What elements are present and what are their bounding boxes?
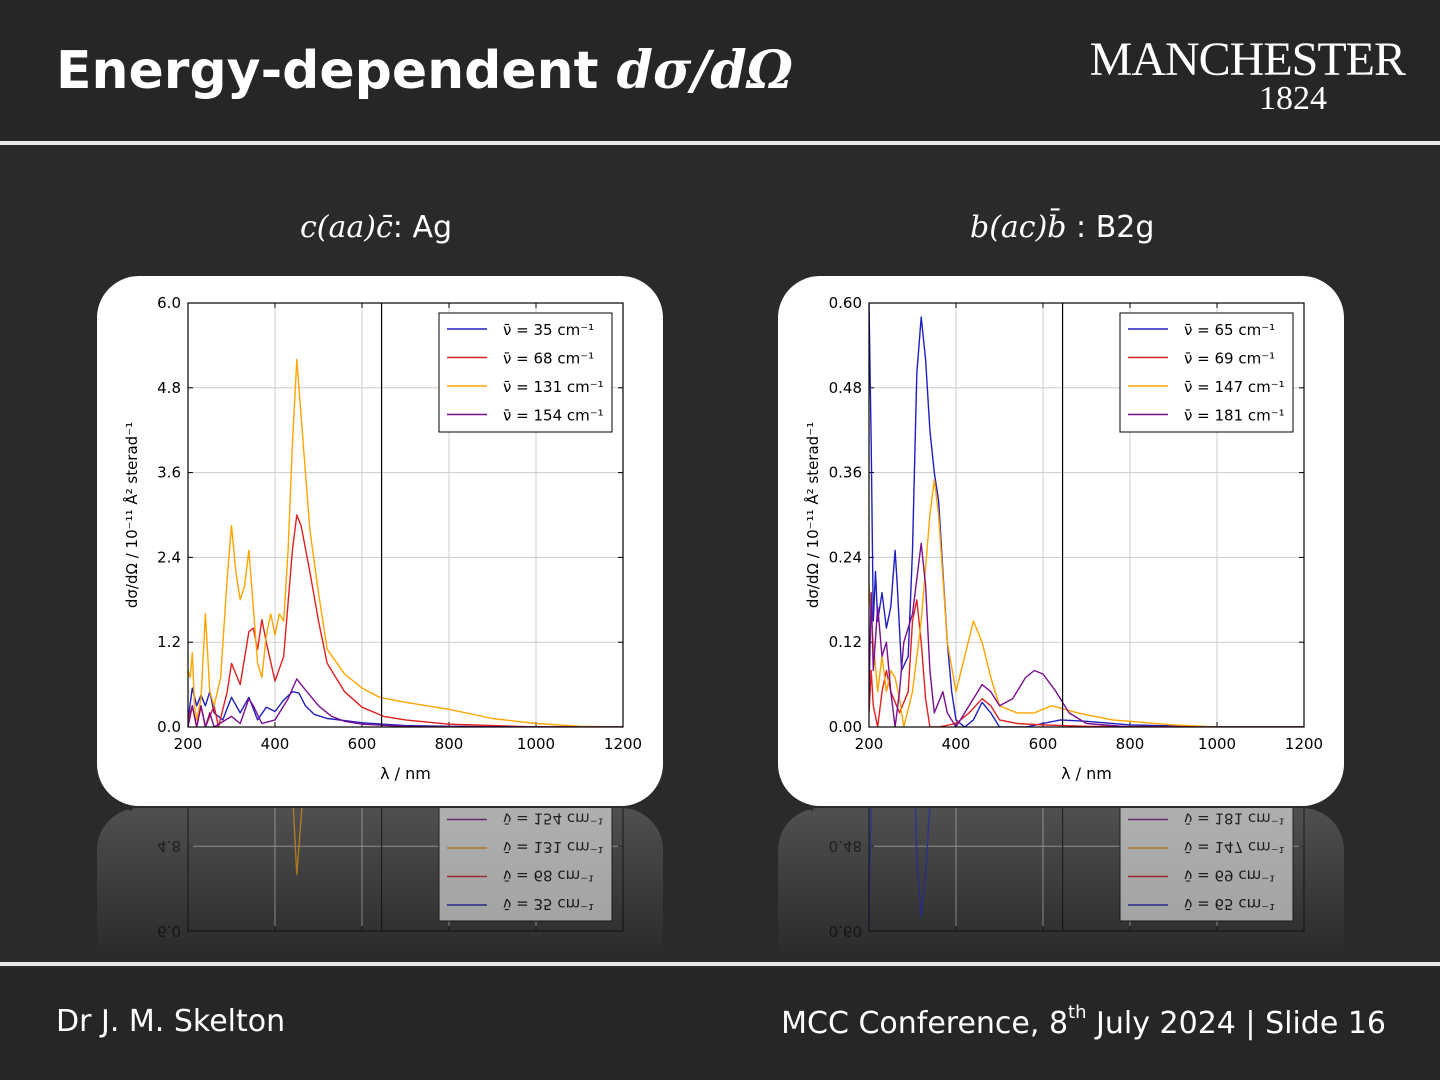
- legend-entry: ν̄ = 69 cm⁻¹: [1184, 867, 1275, 885]
- x-tick-label: 200: [174, 735, 203, 753]
- footer-info: MCC Conference, 8th July 2024 | Slide 16: [781, 1002, 1386, 1041]
- logo-year: 1824: [1259, 80, 1327, 117]
- y-tick-label: 0.60: [829, 294, 862, 312]
- legend-box: [438, 312, 613, 433]
- footer-band: [0, 968, 1440, 1080]
- plot-frame: [868, 302, 1305, 728]
- author-name: Dr J. M. Skelton: [56, 1004, 286, 1039]
- legend-entry: ν̄ = 131 cm⁻¹: [503, 838, 604, 856]
- chart-panel-ag: 200 400 600 800 1000 1200 0.0 1.2 2.4 3.6 4.8 6.0 λ …: [97, 276, 663, 806]
- y-axis-label: dσ/dΩ / 10⁻¹¹ Å² sterad⁻¹: [122, 422, 141, 608]
- y-tick-label: 4.8: [157, 837, 181, 855]
- legend-entry: ν̄ = 147 cm⁻¹: [1184, 378, 1285, 396]
- chart-reflection-b2g: 200400600800100012000.000.120.240.360.48…: [778, 808, 1344, 958]
- slide-title-text: Energy-dependent: [56, 41, 617, 101]
- legend-entry: ν̄ = 154 cm⁻¹: [503, 810, 604, 828]
- legend-entry: ν̄ = 154 cm⁻¹: [503, 407, 604, 425]
- y-tick-label: 0.36: [829, 464, 862, 482]
- x-axis-label: λ / nm: [1061, 764, 1112, 783]
- y-tick-label: 2.4: [157, 548, 181, 566]
- legend-entry: ν̄ = 131 cm⁻¹: [503, 378, 604, 396]
- footer-superscript: th: [1068, 1002, 1087, 1023]
- y-axis-label: dσ/dΩ / 10⁻¹¹ Å² sterad⁻¹: [803, 422, 822, 608]
- series-line-2: [869, 479, 1304, 727]
- plot-frame: [868, 808, 1305, 932]
- legend-entry: ν̄ = 65 cm⁻¹: [1184, 321, 1275, 339]
- series-line-3: [188, 678, 623, 727]
- y-tick-label: 0.60: [829, 922, 862, 940]
- legend-box: [1119, 312, 1294, 433]
- chart-reflection-graphic: 200400600800100012000.01.22.43.64.86.0λ …: [122, 808, 624, 940]
- footer-date-slide: July 2024 | Slide 16: [1086, 1006, 1386, 1041]
- y-tick-label: 0.24: [829, 548, 862, 566]
- footer-divider: [0, 962, 1440, 966]
- x-tick-label: 600: [348, 735, 377, 753]
- chart-title-right-text: : B2g: [1066, 210, 1155, 245]
- chart-title-left-text: : Ag: [392, 210, 453, 245]
- chart-title-right-math: b(ac)b̄: [970, 210, 1067, 245]
- legend-entry: ν̄ = 35 cm⁻¹: [503, 895, 594, 913]
- chart-title-right: b(ac)b̄ : B2g: [970, 210, 1154, 245]
- y-tick-label: 1.2: [157, 633, 181, 651]
- footer-event: MCC Conference, 8: [781, 1006, 1069, 1041]
- x-tick-label: 800: [1116, 735, 1145, 753]
- plot-frame: [187, 808, 624, 932]
- chart-ag: 200 400 600 800 1000 1200 0.0 1.2 2.4 3.6 4.8 6.0 λ …: [122, 294, 642, 783]
- legend-entry: ν̄ = 68 cm⁻¹: [503, 350, 594, 368]
- legend-entry: ν̄ = 181 cm⁻¹: [1184, 810, 1285, 828]
- x-tick-label: 400: [261, 735, 290, 753]
- legend-entry: ν̄ = 181 cm⁻¹: [1184, 407, 1285, 425]
- slide-title-math: dσ/dΩ: [616, 40, 793, 101]
- chart-reflection-graphic: 200400600800100012000.000.120.240.360.48…: [803, 808, 1305, 940]
- logo-name: MANCHESTER: [1089, 33, 1406, 86]
- x-tick-label: 600: [1029, 735, 1058, 753]
- x-tick-label: 1000: [1198, 735, 1236, 753]
- chart-panel-b2g: 200 400 600 800 1000 1200 0.00 0.12 0.24 0.36 0.48…: [778, 276, 1344, 806]
- legend-box: [438, 808, 613, 922]
- legend-entry: ν̄ = 65 cm⁻¹: [1184, 895, 1275, 913]
- y-axis-label: dσ/dΩ / 10⁻¹¹ Å² sterad⁻¹: [122, 808, 141, 812]
- chart-reflection-ag: 200400600800100012000.01.22.43.64.86.0λ …: [97, 808, 663, 958]
- chart-b2g: 200 400 600 800 1000 1200 0.00 0.12 0.24 0.36 0.48…: [803, 294, 1323, 783]
- x-tick-label: 200: [855, 735, 884, 753]
- legend-entry: ν̄ = 147 cm⁻¹: [1184, 838, 1285, 856]
- legend-entry: ν̄ = 35 cm⁻¹: [503, 321, 594, 339]
- x-tick-label: 400: [942, 735, 971, 753]
- y-tick-label: 0.0: [157, 718, 181, 736]
- x-tick-label: 800: [435, 735, 464, 753]
- series-line-0: [869, 303, 1304, 727]
- y-tick-label: 6.0: [157, 922, 181, 940]
- series-line-2: [188, 358, 623, 727]
- x-tick-label: 1200: [604, 735, 642, 753]
- x-tick-label: 1200: [1285, 735, 1323, 753]
- header-divider: [0, 141, 1440, 145]
- chart-title-left: c(aa)c̄: Ag: [300, 210, 452, 245]
- series-line-1: [188, 514, 623, 727]
- y-axis-label: dσ/dΩ / 10⁻¹¹ Å² sterad⁻¹: [803, 808, 822, 812]
- series-line-3: [869, 542, 1304, 727]
- chart-title-left-math: c(aa)c̄: [300, 210, 393, 245]
- series-line-1: [869, 599, 1304, 727]
- header-band: [0, 0, 1440, 140]
- plot-frame: [187, 302, 624, 728]
- x-axis-label: λ / nm: [380, 764, 431, 783]
- series-line-0: [188, 687, 623, 727]
- y-tick-label: 0.12: [829, 633, 862, 651]
- y-tick-label: 0.00: [829, 718, 862, 736]
- x-tick-label: 1000: [517, 735, 555, 753]
- legend-entry: ν̄ = 69 cm⁻¹: [1184, 350, 1275, 368]
- slide-title: Energy-dependent dσ/dΩ: [56, 40, 793, 101]
- legend-entry: ν̄ = 68 cm⁻¹: [503, 867, 594, 885]
- legend-box: [1119, 808, 1294, 922]
- y-tick-label: 3.6: [157, 464, 181, 482]
- y-tick-label: 4.8: [157, 379, 181, 397]
- y-tick-label: 0.48: [829, 379, 862, 397]
- y-tick-label: 6.0: [157, 294, 181, 312]
- y-tick-label: 0.48: [829, 837, 862, 855]
- university-logo: MANCHESTER 1824: [1060, 33, 1406, 117]
